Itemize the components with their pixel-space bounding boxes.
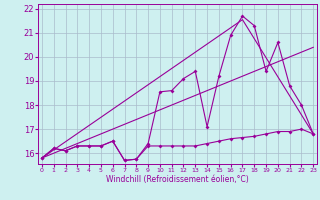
X-axis label: Windchill (Refroidissement éolien,°C): Windchill (Refroidissement éolien,°C) [106,175,249,184]
